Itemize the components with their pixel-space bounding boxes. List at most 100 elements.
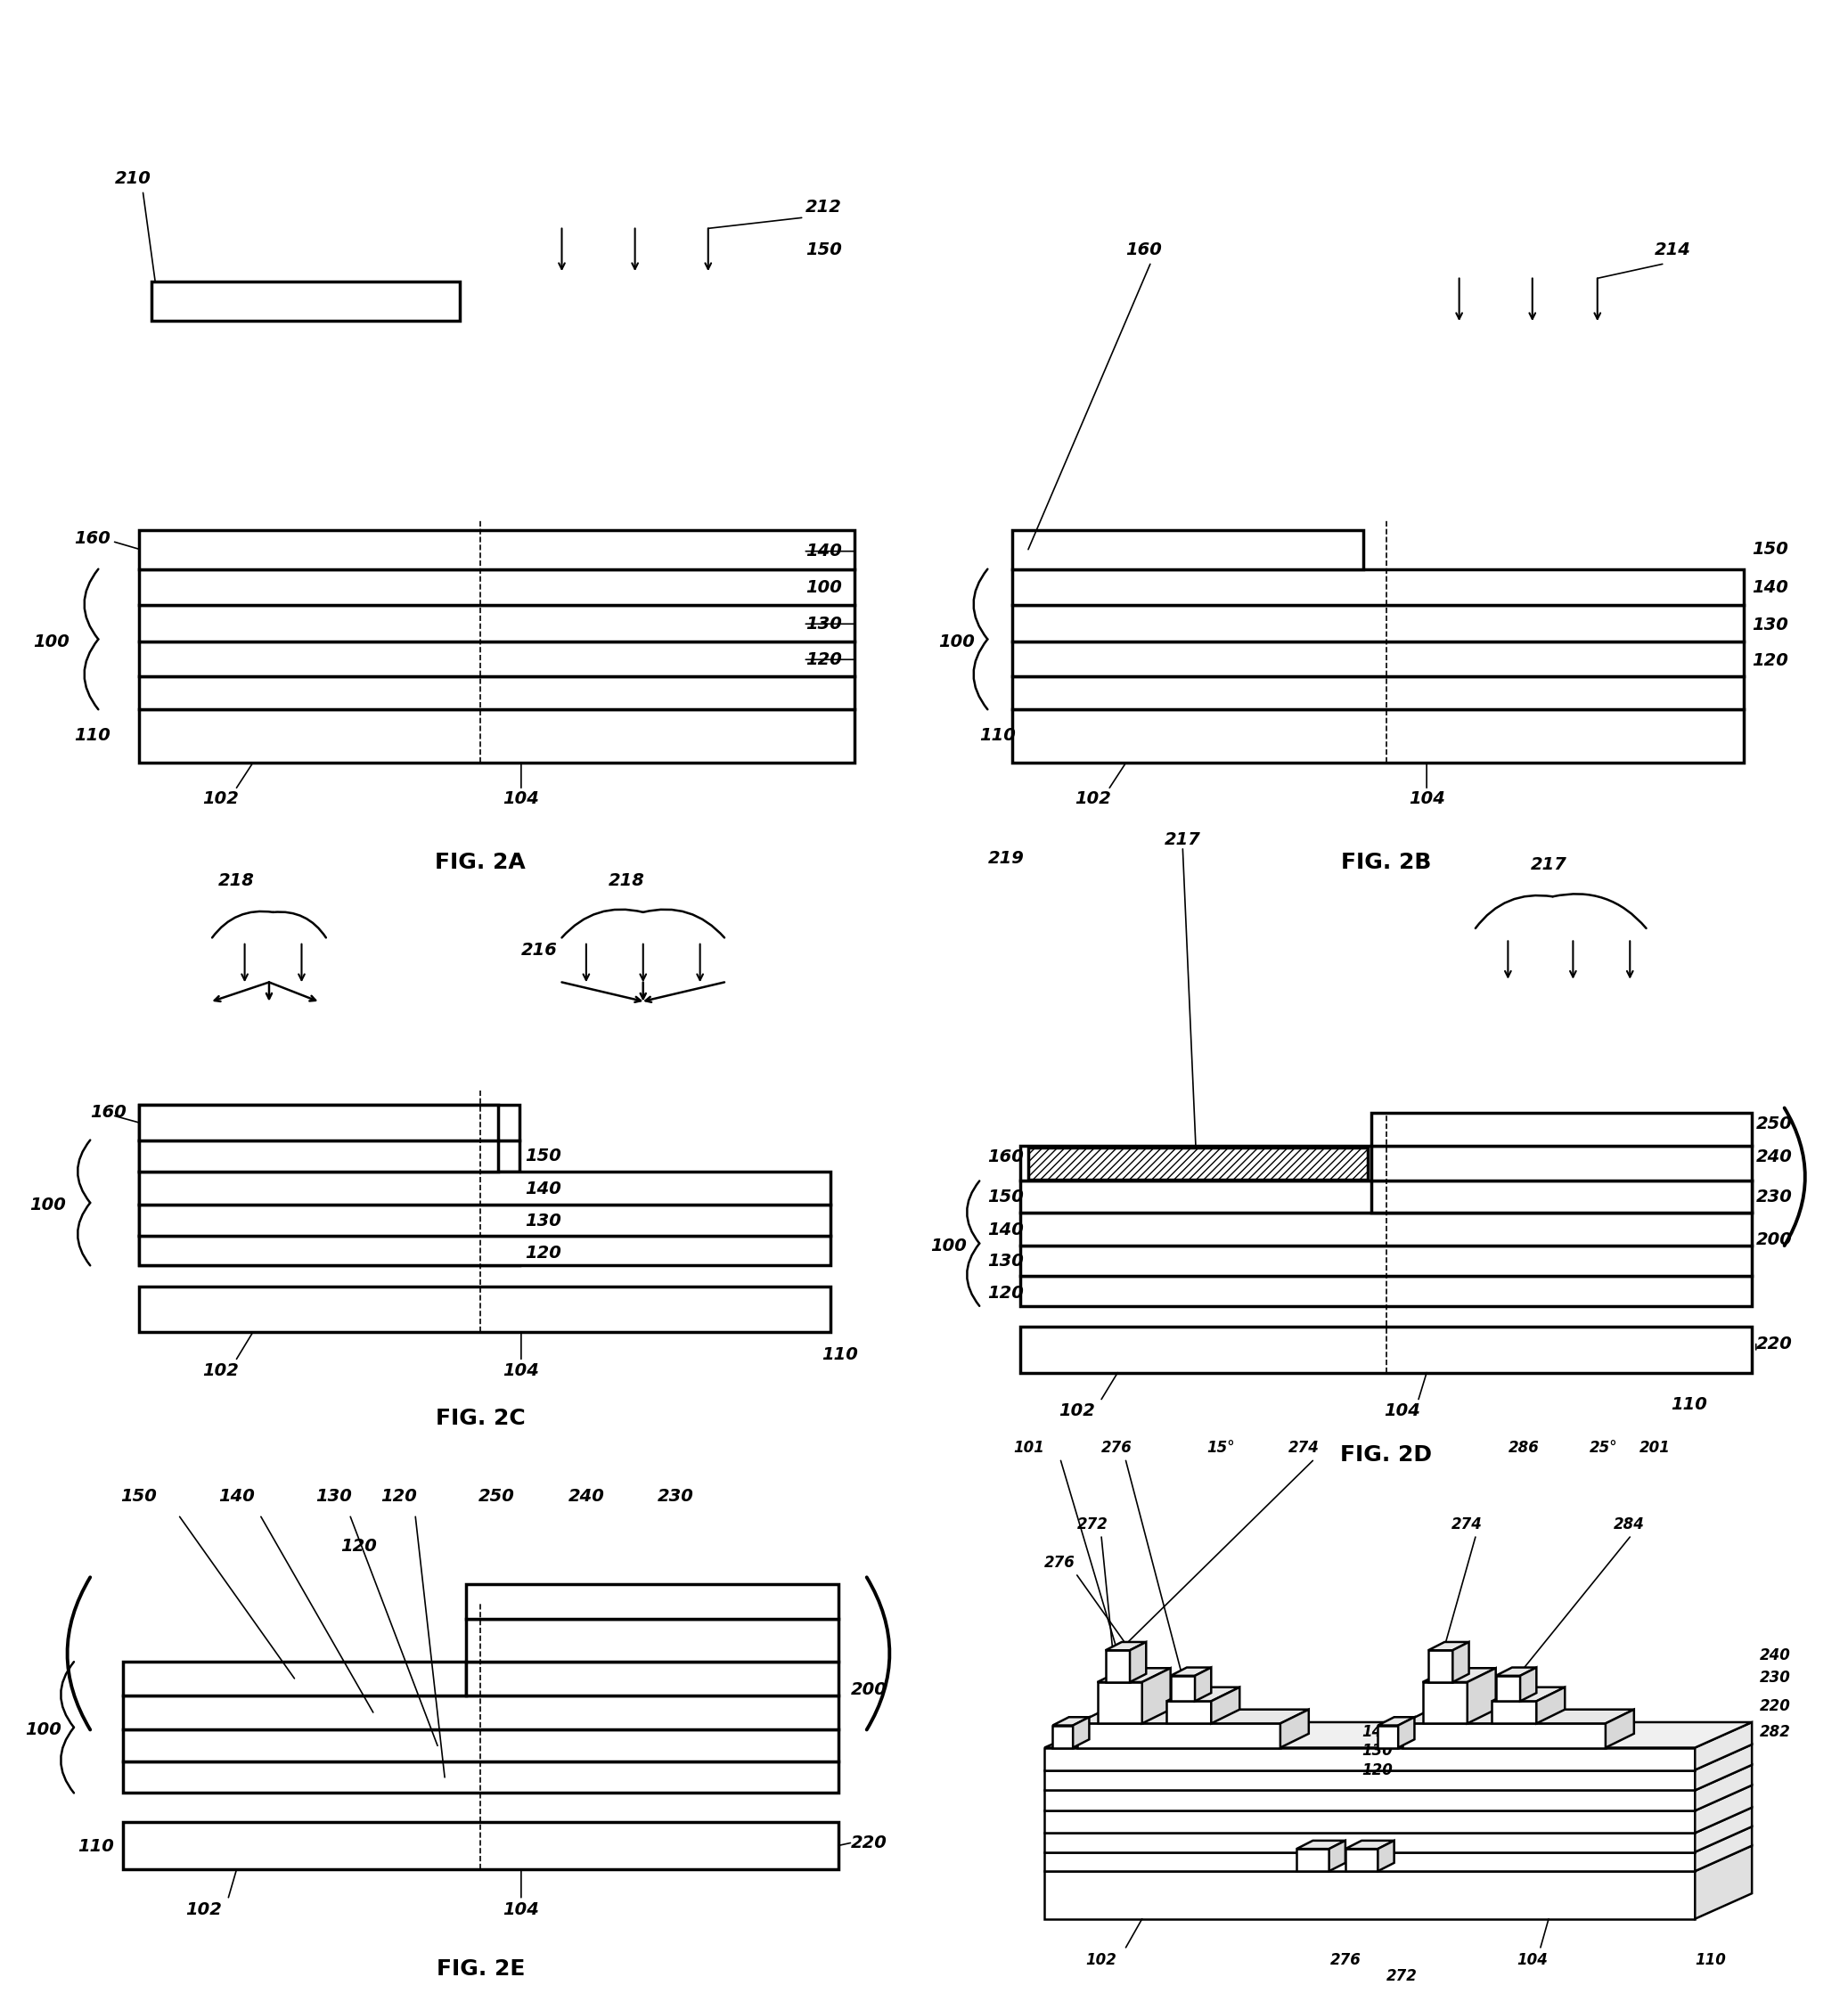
Text: 217: 217 [1530,856,1567,872]
Text: 130: 130 [987,1252,1024,1270]
Bar [139,1172,830,1204]
Polygon shape [1044,1791,1695,1811]
Text: 160: 160 [987,1148,1024,1166]
Polygon shape [1297,1849,1329,1871]
Text: 25°: 25° [1589,1439,1617,1455]
Text: 150: 150 [525,1148,562,1164]
Text: 130: 130 [316,1487,353,1505]
Text: 100: 100 [939,633,976,649]
Text: 100: 100 [806,579,843,597]
Text: 120: 120 [1362,1763,1393,1779]
Text: 120: 120 [806,651,843,667]
Polygon shape [1053,1717,1088,1725]
Text: 272: 272 [1386,1968,1417,1984]
Text: 120: 120 [340,1538,377,1556]
Text: 140: 140 [525,1180,562,1198]
Text: 219: 219 [987,850,1024,866]
Text: 140: 140 [806,543,843,559]
Text: 160: 160 [74,531,111,547]
Text: 276: 276 [1101,1439,1133,1455]
Polygon shape [1210,1686,1240,1723]
Text: 104: 104 [503,1363,540,1379]
Text: 218: 218 [218,872,255,888]
Polygon shape [1074,1717,1088,1747]
Polygon shape [1105,1642,1146,1650]
Polygon shape [1105,1650,1129,1682]
Text: 230: 230 [1756,1188,1793,1206]
Polygon shape [1467,1668,1495,1723]
Polygon shape [1695,1785,1752,1833]
Bar [1013,710,1745,764]
Text: 160: 160 [91,1103,128,1122]
Bar [1020,1327,1752,1373]
Bar [1371,1182,1752,1212]
Text: 100: 100 [26,1721,61,1739]
Bar [139,1286,830,1333]
Polygon shape [1453,1642,1469,1682]
Polygon shape [1044,1871,1695,1920]
Polygon shape [1536,1686,1565,1723]
Text: 100: 100 [931,1238,967,1254]
Text: 102: 102 [201,790,238,806]
Bar [139,1206,519,1236]
Polygon shape [1196,1668,1210,1700]
Text: 240: 240 [1759,1648,1791,1664]
Bar [466,1584,839,1618]
Polygon shape [1077,1708,1308,1723]
Text: 200: 200 [1756,1230,1793,1248]
Polygon shape [1606,1708,1634,1747]
Text: 130: 130 [1362,1743,1393,1759]
Text: 150: 150 [987,1188,1024,1206]
Polygon shape [1044,1747,1695,1771]
Text: 130: 130 [525,1212,562,1230]
Polygon shape [1521,1668,1536,1700]
Text: 120: 120 [525,1244,562,1260]
Text: 140: 140 [1362,1725,1393,1741]
Text: 140: 140 [218,1487,255,1505]
Text: FIG. 2B: FIG. 2B [1342,852,1430,874]
Text: 102: 102 [1087,1952,1116,1968]
Text: 240: 240 [1756,1148,1793,1166]
Polygon shape [1044,1833,1695,1851]
Bar [122,1731,839,1761]
Text: FIG. 2C: FIG. 2C [436,1407,525,1429]
Polygon shape [1345,1849,1379,1871]
Bar [1013,641,1745,675]
Bar [122,1694,839,1731]
Text: 120: 120 [987,1284,1024,1302]
Bar [1013,605,1745,641]
Text: 274: 274 [1288,1439,1319,1455]
Bar [1371,1146,1752,1182]
Bar [139,1140,519,1172]
Bar [139,710,854,764]
Text: 250: 250 [1756,1116,1793,1132]
Polygon shape [1329,1841,1345,1871]
Bar [139,675,854,710]
Polygon shape [1379,1725,1399,1747]
Text: 140: 140 [1752,579,1789,597]
Text: 150: 150 [120,1487,157,1505]
Bar [1020,1212,1752,1246]
Text: 104: 104 [1408,790,1445,806]
Text: 120: 120 [1752,651,1789,669]
Polygon shape [1495,1676,1521,1700]
Bar [1027,1148,1368,1180]
Text: 110: 110 [1671,1395,1708,1413]
Polygon shape [1423,1682,1467,1723]
Polygon shape [1695,1807,1752,1851]
Bar [1013,569,1745,605]
Bar [152,281,460,322]
Polygon shape [1491,1700,1536,1723]
Bar [139,1140,499,1172]
Text: 284: 284 [1613,1516,1645,1532]
Polygon shape [1429,1650,1453,1682]
Bar [139,569,854,605]
Bar [139,1236,830,1266]
Text: 210: 210 [115,171,152,187]
Text: 140: 140 [987,1222,1024,1238]
Bar [139,1106,519,1140]
Polygon shape [1429,1642,1469,1650]
Text: 240: 240 [567,1487,604,1505]
Bar [1020,1246,1752,1276]
Text: 230: 230 [658,1487,693,1505]
